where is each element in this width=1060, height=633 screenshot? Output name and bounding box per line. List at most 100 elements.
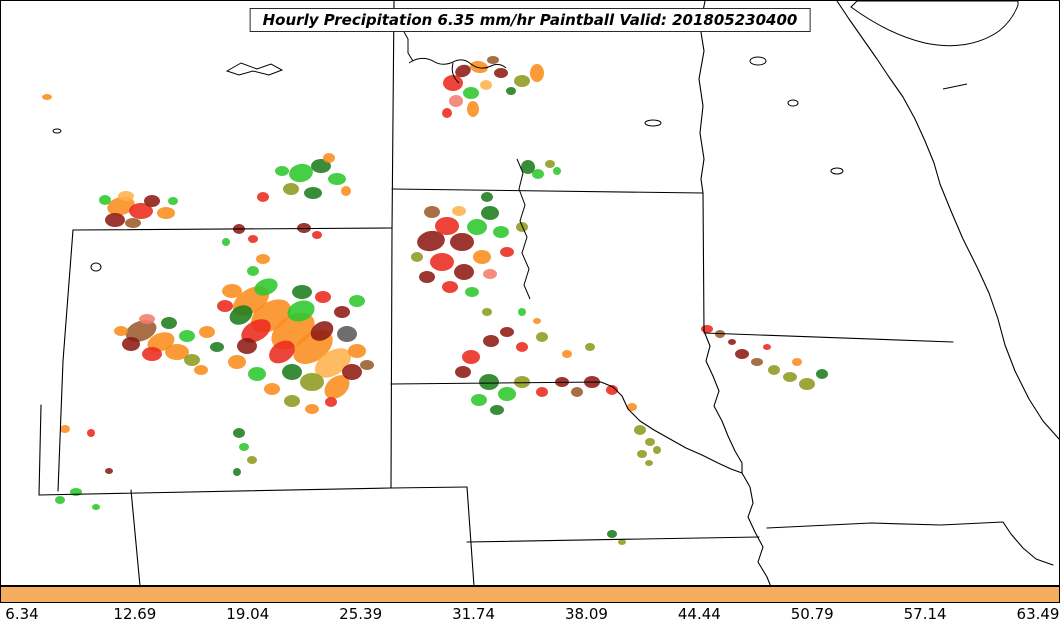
border-ut-id	[38, 404, 42, 496]
paintball-blob	[498, 387, 516, 401]
paintball-blob	[449, 95, 463, 107]
paintball-blob	[494, 68, 508, 78]
border-sd-ia-big-sioux	[703, 330, 743, 474]
paintball-blob	[768, 365, 780, 375]
paintball-blob	[483, 269, 497, 279]
colorbar-tick-label: 25.39	[339, 605, 383, 623]
paintball-blob	[269, 340, 295, 364]
paintball-blob	[480, 80, 492, 90]
paintball-blob	[247, 266, 259, 276]
paintball-blob	[92, 504, 100, 510]
paintball-blob	[536, 387, 548, 397]
mn-lake-1	[749, 56, 767, 66]
paintball-blob	[324, 375, 350, 399]
border-41n	[38, 486, 468, 496]
paintball-blob	[222, 238, 230, 246]
paintball-blob	[60, 425, 70, 433]
paintball-blob	[419, 271, 435, 283]
paintball-blob	[254, 278, 278, 296]
paintball-blob	[473, 250, 491, 264]
paintball-blob	[257, 192, 269, 202]
map-canvas: Hourly Precipitation 6.35 mm/hr Paintbal…	[0, 0, 1060, 587]
paintball-blob	[607, 530, 617, 538]
paintball-blob	[411, 252, 423, 262]
paintball-blob	[314, 348, 352, 378]
paintball-blob	[735, 349, 749, 359]
paintball-blob	[287, 300, 315, 322]
paintball-blob	[481, 192, 493, 202]
island-dash	[942, 83, 968, 90]
paintball-blob	[792, 358, 802, 366]
colorbar-tick-label: 50.79	[790, 605, 834, 623]
paintball-blob	[179, 330, 195, 342]
border-ne-ia-missouri-river	[741, 472, 772, 587]
paintball-blob	[217, 300, 233, 312]
paintball-blob	[337, 326, 357, 342]
paintball-blob	[125, 320, 157, 342]
paintball-blob	[417, 230, 445, 252]
paintball-blob	[142, 347, 162, 361]
paintball-blob	[536, 332, 548, 342]
paintball-blob	[493, 226, 509, 238]
paintball-blob	[443, 75, 463, 91]
paintball-layer	[42, 14, 828, 545]
paintball-blob	[455, 64, 471, 78]
border-mn-wi	[836, 1, 941, 185]
paintball-blob	[360, 360, 374, 370]
paintball-blob	[516, 222, 528, 232]
fort-peck-lake	[225, 62, 284, 76]
paintball-blob	[342, 364, 362, 380]
paintball-blob	[105, 468, 113, 474]
paintball-blob	[637, 450, 647, 458]
paintball-blob	[99, 195, 111, 205]
paintball-blob	[450, 233, 474, 251]
paintball-blob	[241, 319, 271, 343]
paintball-blob	[300, 373, 324, 391]
paintball-blob	[533, 318, 541, 324]
paintball-blob	[114, 326, 128, 336]
colorbar-tick-label: 31.74	[452, 605, 496, 623]
border-co-east	[466, 486, 475, 587]
border-sd-mn	[702, 192, 705, 332]
border-wy-west	[57, 229, 74, 492]
paintball-blob	[239, 443, 249, 451]
paintball-blob	[518, 308, 526, 316]
paintball-blob	[483, 335, 499, 347]
paintball-blob	[618, 539, 626, 545]
paintball-blob	[562, 350, 572, 358]
border-nd-sd	[391, 188, 704, 194]
colorbar-tick-label: 44.44	[677, 605, 721, 623]
lake-superior	[850, 1, 1019, 47]
paintball-blob	[452, 206, 466, 216]
paintball-blob	[168, 197, 178, 205]
colorbar-tick-label: 6.34	[5, 605, 39, 623]
paintball-blob	[500, 327, 514, 337]
paintball-blob	[545, 160, 555, 168]
paintball-blob	[312, 231, 322, 239]
paintball-blob	[514, 75, 530, 87]
border-mt-wy	[72, 227, 393, 231]
lake-sakakawea-arm	[451, 62, 460, 84]
paintball-blob	[430, 253, 454, 271]
paintball-blob	[471, 394, 487, 406]
paintball-blob	[283, 183, 299, 195]
paintball-blob	[237, 338, 257, 354]
paintball-blob	[645, 460, 653, 466]
paintball-blob	[229, 305, 253, 325]
paintball-blob	[516, 342, 528, 352]
paintball-blob	[210, 342, 224, 352]
paintball-blob	[157, 207, 175, 219]
paintball-blob	[289, 163, 313, 183]
mt-lake-small	[52, 128, 62, 134]
paintball-blob	[348, 344, 366, 358]
state-borders	[38, 1, 1060, 587]
paintball-blob	[55, 496, 65, 504]
paintball-blob	[751, 358, 763, 366]
mn-lake-3	[830, 167, 844, 175]
paintball-blob	[315, 291, 331, 303]
paintball-blob	[454, 264, 474, 280]
paintball-blob	[199, 326, 215, 338]
paintball-blob	[139, 314, 155, 324]
paintball-blob	[325, 397, 337, 407]
